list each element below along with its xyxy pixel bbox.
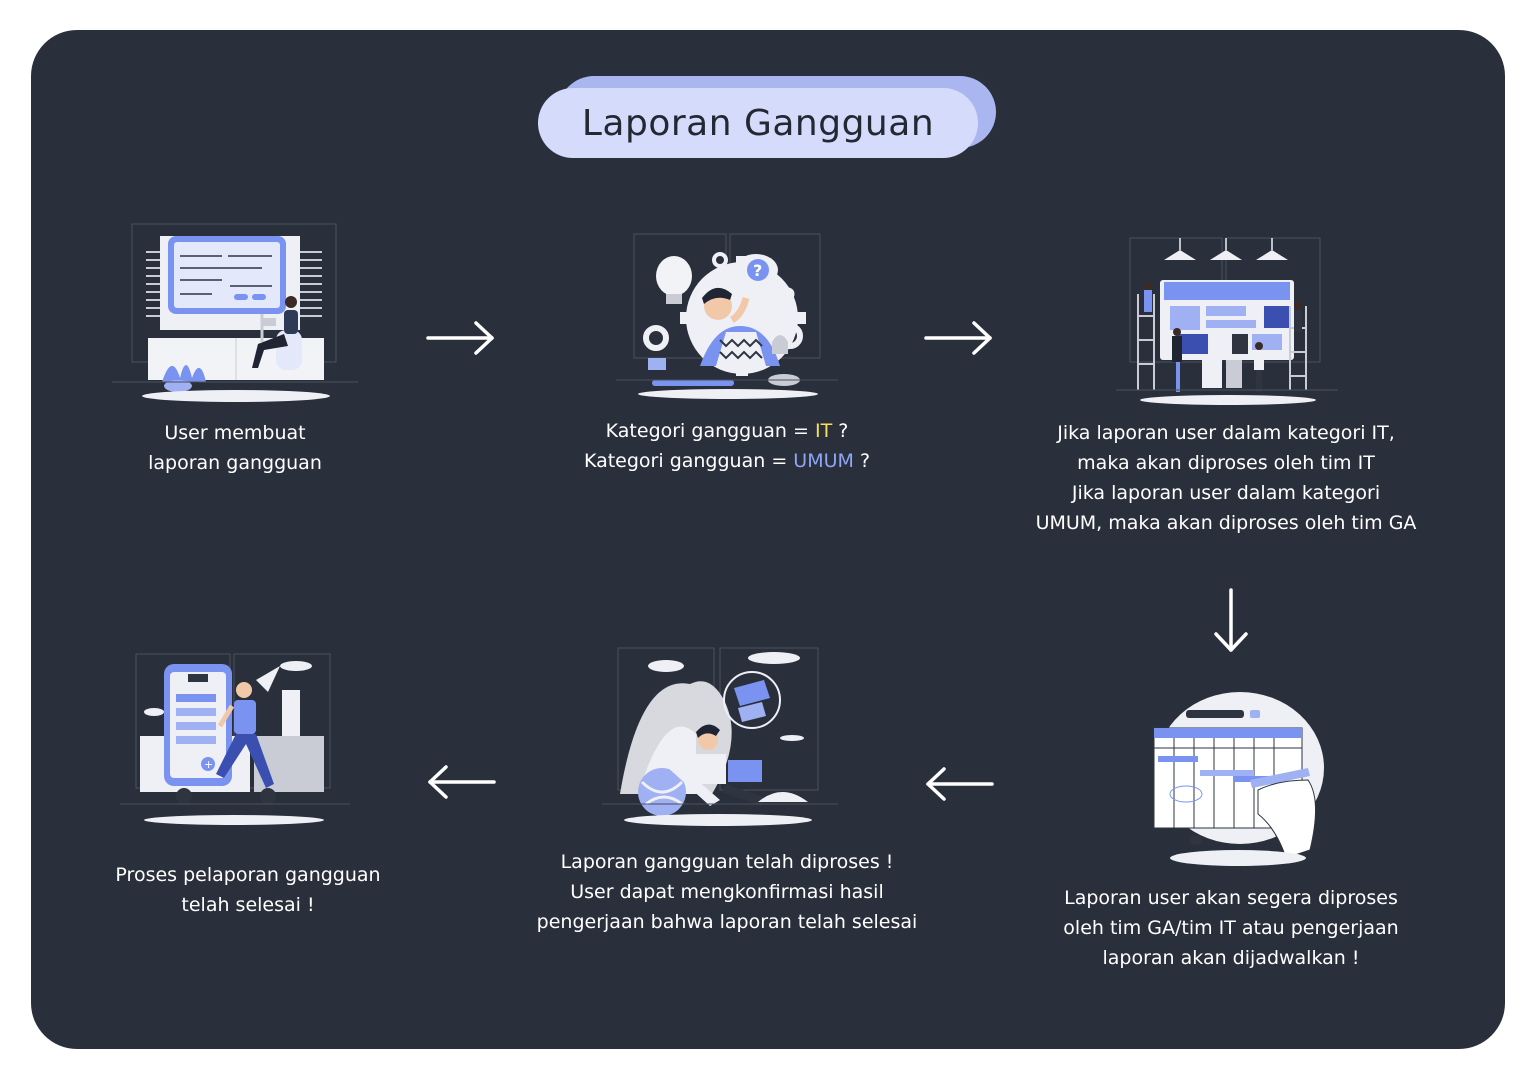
category-it-highlight: IT: [814, 420, 833, 442]
step-3-line: maka akan diproses oleh tim IT: [1077, 452, 1375, 474]
title-pill-front: Laporan Gangguan: [538, 88, 978, 158]
step-2-suffix: ?: [853, 450, 871, 472]
arrow-down-icon: [1214, 588, 1248, 652]
step-5-line: pengerjaan bahwa laporan telah selesai: [536, 911, 918, 933]
title-pill: Laporan Gangguan: [538, 76, 998, 160]
step-2-prefix: Kategori gangguan =: [605, 420, 815, 442]
step-2-text: Kategori gangguan = IT ? Kategori ganggu…: [527, 416, 927, 476]
step-4-line: laporan akan dijadwalkan !: [1102, 947, 1360, 969]
step-4-text: Laporan user akan segera diproses oleh t…: [1031, 883, 1431, 973]
user-desk-form-illustration: [112, 223, 358, 402]
phone-checklist-runner-illustration: +: [120, 653, 350, 825]
step-3-text: Jika laporan user dalam kategori IT, mak…: [1006, 418, 1446, 538]
diagram-board: [31, 30, 1505, 1049]
arrow-left-icon: [926, 767, 994, 801]
relaxing-beach-chair-illustration: [602, 647, 838, 826]
step-3-line: UMUM, maka akan diproses oleh tim GA: [1035, 512, 1417, 534]
step-5-text: Laporan gangguan telah diproses ! User d…: [507, 847, 947, 937]
category-umum-highlight: UMUM: [793, 450, 854, 472]
step-6-line: Proses pelaporan gangguan: [115, 864, 381, 886]
arrow-left-icon: [428, 765, 496, 799]
step-2-line-umum: Kategori gangguan = UMUM ?: [527, 446, 927, 476]
step-2-prefix: Kategori gangguan =: [583, 450, 794, 472]
thinking-person-gears-illustration: ?: [616, 233, 838, 399]
step-4-line: oleh tim GA/tim IT atau pengerjaan: [1063, 917, 1399, 939]
schedule-board-illustration: [1153, 692, 1324, 866]
arrow-right-icon: [426, 321, 494, 355]
page-title: Laporan Gangguan: [581, 102, 935, 144]
step-1-line: User membuat: [164, 422, 306, 444]
step-2-line-it: Kategori gangguan = IT ?: [527, 416, 927, 446]
step-6-line: telah selesai !: [181, 894, 315, 916]
svg-text:+: +: [204, 758, 213, 771]
team-dashboard-illustration: [1116, 237, 1338, 405]
step-1-text: User membuat laporan gangguan: [85, 418, 385, 478]
step-5-line: Laporan gangguan telah diproses !: [560, 851, 894, 873]
step-4-line: Laporan user akan segera diproses: [1064, 887, 1398, 909]
step-1-line: laporan gangguan: [148, 452, 322, 474]
step-5-line: User dapat mengkonfirmasi hasil: [570, 881, 884, 903]
step-3-line: Jika laporan user dalam kategori IT,: [1057, 422, 1395, 444]
step-6-text: Proses pelaporan gangguan telah selesai …: [88, 860, 408, 920]
arrow-right-icon: [924, 321, 992, 355]
step-2-suffix: ?: [832, 420, 849, 442]
svg-text:?: ?: [753, 261, 762, 280]
step-3-line: Jika laporan user dalam kategori: [1071, 482, 1381, 504]
